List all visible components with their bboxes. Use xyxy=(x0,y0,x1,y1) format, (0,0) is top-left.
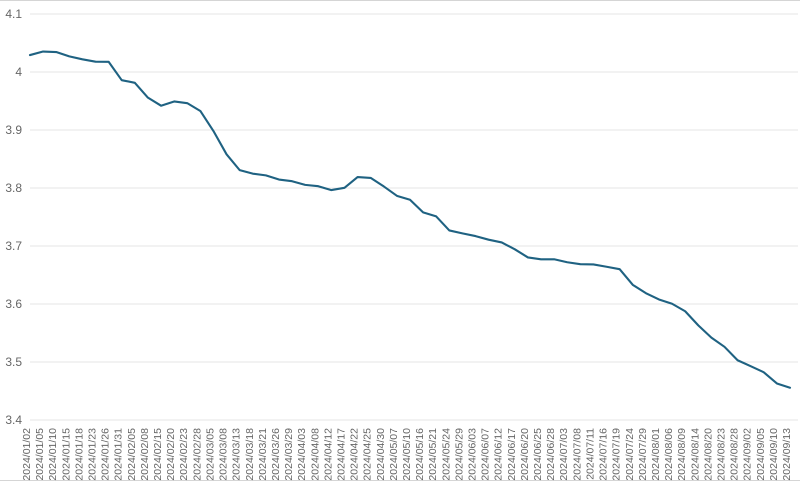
svg-text:2024/05/10: 2024/05/10 xyxy=(401,428,413,481)
svg-text:2024/08/09: 2024/08/09 xyxy=(676,428,688,481)
svg-text:2024/04/08: 2024/04/08 xyxy=(309,428,321,481)
svg-text:4.1: 4.1 xyxy=(5,7,22,21)
svg-text:2024/08/28: 2024/08/28 xyxy=(729,428,741,481)
svg-text:2024/01/31: 2024/01/31 xyxy=(113,428,125,481)
svg-text:2024/02/05: 2024/02/05 xyxy=(126,428,138,481)
svg-text:2024/09/02: 2024/09/02 xyxy=(742,428,754,481)
svg-text:2024/06/28: 2024/06/28 xyxy=(545,428,557,481)
svg-text:2024/02/08: 2024/02/08 xyxy=(139,428,151,481)
svg-text:2024/05/07: 2024/05/07 xyxy=(388,428,400,481)
svg-text:2024/07/16: 2024/07/16 xyxy=(598,428,610,481)
svg-text:2024/04/12: 2024/04/12 xyxy=(322,428,334,481)
svg-text:2024/07/11: 2024/07/11 xyxy=(584,428,596,480)
svg-text:2024/04/03: 2024/04/03 xyxy=(296,428,308,481)
svg-text:2024/06/20: 2024/06/20 xyxy=(519,428,531,481)
svg-text:2024/06/07: 2024/06/07 xyxy=(480,428,492,481)
svg-text:2024/04/25: 2024/04/25 xyxy=(362,428,374,481)
svg-text:2024/01/02: 2024/01/02 xyxy=(21,428,33,481)
svg-text:2024/04/17: 2024/04/17 xyxy=(335,428,347,481)
svg-text:2024/07/24: 2024/07/24 xyxy=(624,428,636,481)
svg-text:2024/07/08: 2024/07/08 xyxy=(571,428,583,481)
svg-text:3.5: 3.5 xyxy=(5,355,22,369)
svg-text:2024/03/21: 2024/03/21 xyxy=(257,428,269,481)
svg-text:2024/07/03: 2024/07/03 xyxy=(558,428,570,481)
svg-text:3.9: 3.9 xyxy=(5,123,22,137)
svg-text:3.7: 3.7 xyxy=(5,239,22,253)
svg-text:3.8: 3.8 xyxy=(5,181,22,195)
svg-text:2024/03/08: 2024/03/08 xyxy=(218,428,230,481)
svg-text:2024/05/21: 2024/05/21 xyxy=(427,428,439,481)
svg-text:2024/09/13: 2024/09/13 xyxy=(781,428,793,481)
svg-text:3.6: 3.6 xyxy=(5,297,22,311)
svg-text:2024/01/15: 2024/01/15 xyxy=(60,428,72,481)
svg-text:2024/03/18: 2024/03/18 xyxy=(244,428,256,481)
svg-text:2024/01/18: 2024/01/18 xyxy=(73,428,85,481)
svg-text:2024/08/20: 2024/08/20 xyxy=(702,428,714,481)
svg-text:2024/03/29: 2024/03/29 xyxy=(283,428,295,481)
svg-text:2024/01/10: 2024/01/10 xyxy=(47,428,59,481)
svg-text:2024/07/19: 2024/07/19 xyxy=(611,428,623,481)
svg-text:2024/08/23: 2024/08/23 xyxy=(715,428,727,481)
svg-text:2024/08/06: 2024/08/06 xyxy=(663,428,675,481)
svg-text:2024/05/29: 2024/05/29 xyxy=(453,428,465,481)
svg-text:2024/05/16: 2024/05/16 xyxy=(414,428,426,481)
svg-text:2024/02/20: 2024/02/20 xyxy=(165,428,177,481)
svg-text:2024/06/12: 2024/06/12 xyxy=(493,428,505,481)
svg-text:2024/04/30: 2024/04/30 xyxy=(375,428,387,481)
svg-text:2024/06/17: 2024/06/17 xyxy=(506,428,518,481)
svg-text:2024/06/03: 2024/06/03 xyxy=(467,428,479,481)
svg-text:2024/01/26: 2024/01/26 xyxy=(100,428,112,481)
svg-text:2024/07/29: 2024/07/29 xyxy=(637,428,649,481)
svg-text:2024/09/05: 2024/09/05 xyxy=(755,428,767,481)
svg-text:2024/08/01: 2024/08/01 xyxy=(650,428,662,481)
svg-text:2024/05/24: 2024/05/24 xyxy=(440,428,452,481)
svg-text:2024/02/15: 2024/02/15 xyxy=(152,428,164,481)
svg-text:2024/01/05: 2024/01/05 xyxy=(34,428,46,481)
svg-text:2024/04/22: 2024/04/22 xyxy=(349,428,361,481)
svg-text:4: 4 xyxy=(15,65,22,79)
svg-text:2024/03/05: 2024/03/05 xyxy=(204,428,216,481)
svg-text:2024/01/23: 2024/01/23 xyxy=(87,428,99,481)
svg-text:2024/02/23: 2024/02/23 xyxy=(178,428,190,481)
svg-text:2024/08/14: 2024/08/14 xyxy=(689,428,701,481)
svg-text:2024/09/10: 2024/09/10 xyxy=(768,428,780,481)
svg-text:2024/03/13: 2024/03/13 xyxy=(231,428,243,481)
svg-text:2024/02/28: 2024/02/28 xyxy=(191,428,203,481)
svg-text:2024/03/26: 2024/03/26 xyxy=(270,428,282,481)
svg-text:2024/06/25: 2024/06/25 xyxy=(532,428,544,481)
svg-text:3.4: 3.4 xyxy=(5,413,22,427)
